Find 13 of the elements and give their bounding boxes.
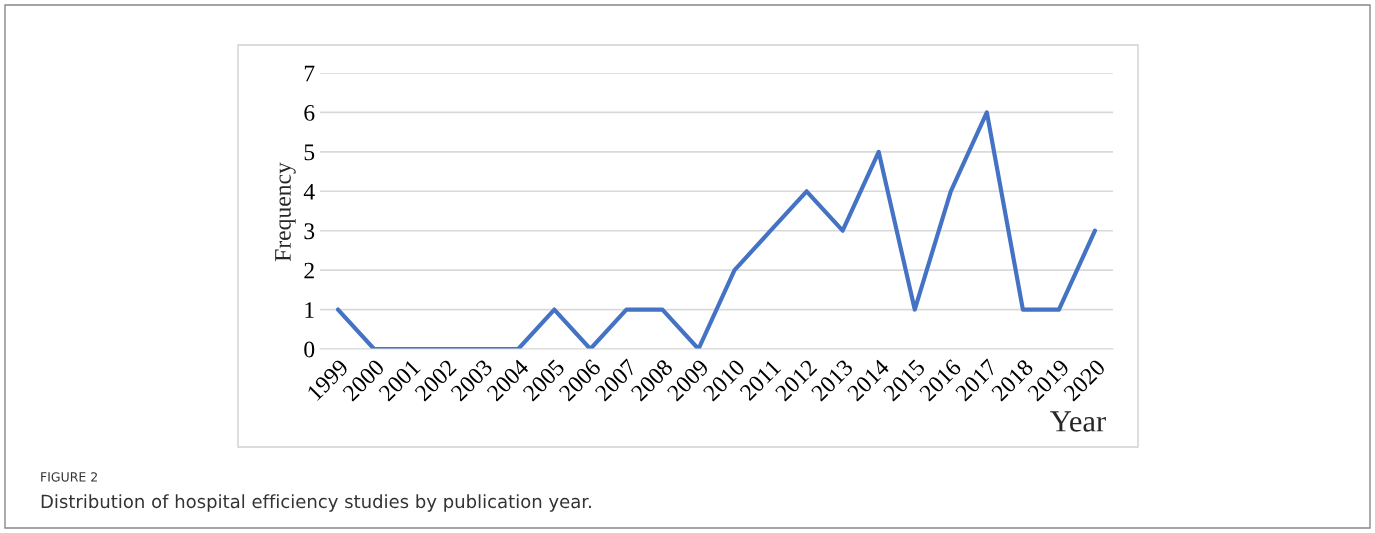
x-axis-title: Year: [1050, 411, 1106, 432]
caption: FIGURE 2: [41, 472, 97, 482]
y-tick-label: 1: [305, 302, 314, 318]
text: Distribution of hospital efficiency studies by publication year.: [41, 494, 591, 512]
y-tick-label: 5: [304, 144, 315, 161]
y-tick-label: 3: [304, 223, 315, 240]
y-axis-title: Frequency: [275, 162, 296, 262]
line-series: [335, 110, 1098, 349]
y-tick-label: 6: [304, 104, 315, 121]
y-tick-label: 2: [304, 262, 314, 279]
y-tick-label: 7: [304, 65, 315, 82]
y-tick-label: 0: [304, 341, 315, 358]
y-tick-label: 4: [303, 183, 315, 200]
